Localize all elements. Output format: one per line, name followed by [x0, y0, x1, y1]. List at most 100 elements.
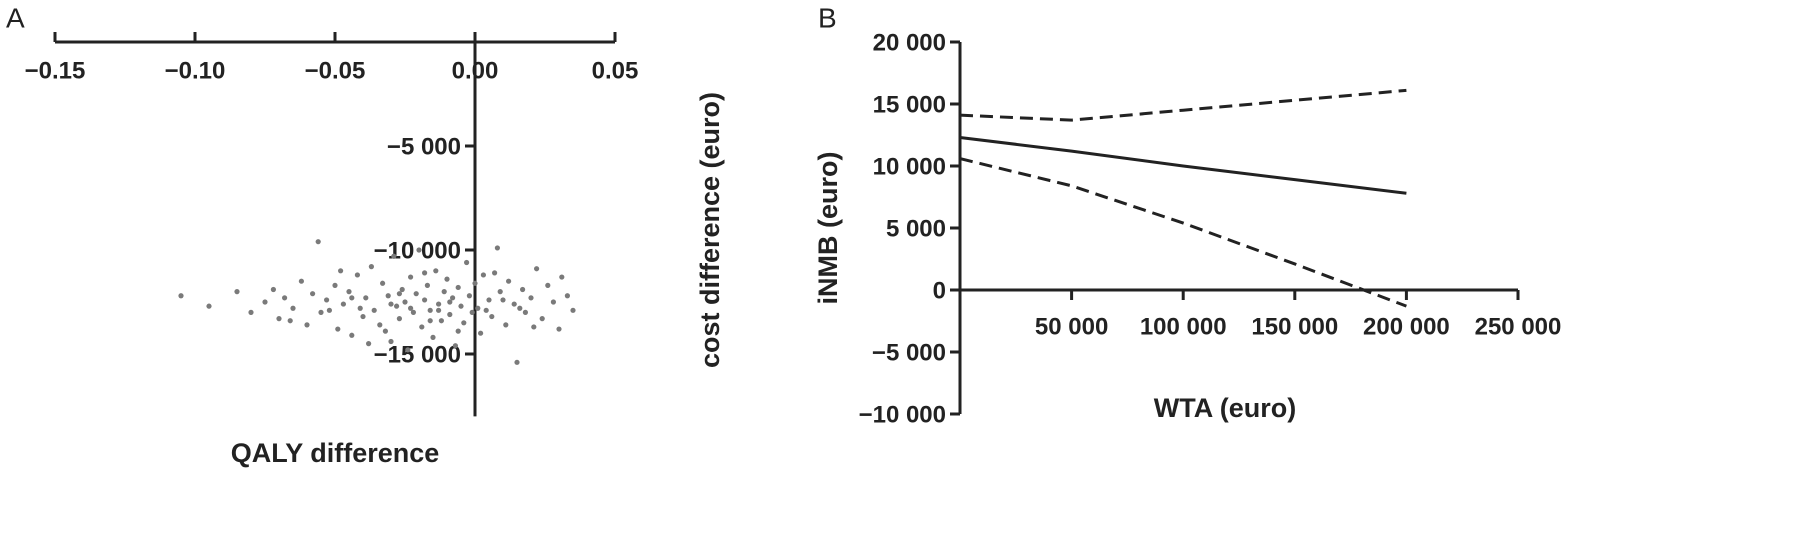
x-tick-label: 0.00 — [452, 57, 499, 84]
x-tick-label: −0.05 — [305, 57, 366, 84]
scatter-point — [483, 307, 489, 313]
scatter-point — [455, 284, 461, 291]
scatter-point — [396, 316, 402, 322]
scatter-point — [545, 282, 551, 288]
scatter-point — [564, 293, 571, 299]
scatter-point — [450, 295, 456, 301]
scatter-point — [472, 280, 478, 286]
line-series — [959, 88, 1407, 122]
y-tick-label: −10 000 — [859, 401, 946, 428]
x-tick-label: −0.10 — [165, 57, 226, 84]
scatter-point — [556, 326, 562, 332]
scatter-point — [366, 341, 372, 347]
panel-label: A — [6, 2, 25, 33]
scatter-point — [416, 247, 422, 253]
y-tick-label: −5 000 — [872, 339, 946, 366]
scatter-point — [380, 280, 386, 286]
y-tick-label: −15 000 — [374, 341, 461, 368]
scatter-point — [349, 295, 355, 301]
scatter-point — [436, 307, 442, 313]
y-axis-title: iNMB (euro) — [813, 152, 843, 305]
scatter-point — [394, 303, 400, 309]
scatter-point — [310, 291, 316, 297]
scatter-point — [276, 316, 282, 322]
scatter-point — [340, 301, 346, 307]
scatter-point — [290, 305, 296, 311]
scatter-point — [270, 286, 276, 293]
scatter-point — [357, 305, 363, 311]
scatter-point — [436, 301, 442, 307]
scatter-point — [287, 318, 293, 324]
x-tick-label: 50 000 — [1035, 313, 1108, 340]
scatter-point — [422, 270, 428, 276]
scatter-point — [354, 272, 360, 278]
scatter-point — [388, 338, 394, 345]
scatter-point — [466, 293, 472, 299]
scatter-point — [503, 322, 509, 328]
scatter-point — [441, 289, 447, 295]
scatter-point — [511, 301, 517, 307]
scatter-point — [489, 313, 495, 320]
scatter-point — [528, 295, 534, 301]
scatter-point — [315, 239, 321, 245]
y-tick-label: 0 — [933, 277, 946, 304]
scatter-point — [497, 289, 503, 295]
y-tick-label: 5 000 — [886, 215, 946, 242]
scatter-point — [410, 309, 416, 315]
scatter-point — [385, 293, 391, 299]
scatter-point — [405, 347, 411, 353]
y-tick-label: 15 000 — [873, 91, 946, 118]
scatter-point — [430, 334, 436, 340]
scatter-point — [332, 282, 338, 288]
y-tick-label: −5 000 — [387, 133, 461, 160]
scatter-point — [349, 332, 355, 338]
x-tick-label: 0.05 — [592, 57, 639, 84]
scatter-point — [326, 307, 332, 313]
y-axis-title: cost difference (euro) — [695, 92, 725, 368]
scatter-point — [447, 299, 453, 305]
scatter-point — [514, 359, 520, 365]
scatter-point — [335, 326, 341, 332]
scatter-point — [550, 299, 557, 305]
x-axis-title: WTA (euro) — [1154, 393, 1296, 423]
x-tick-label: 250 000 — [1475, 313, 1562, 340]
scatter-point — [324, 297, 330, 303]
scatter-point — [464, 259, 470, 266]
scatter-point — [408, 274, 414, 280]
x-tick-label: 200 000 — [1363, 313, 1450, 340]
scatter-point — [452, 343, 458, 349]
scatter-point — [206, 303, 212, 309]
scatter-point — [531, 324, 537, 330]
scatter-point — [427, 307, 433, 313]
y-tick-label: 20 000 — [873, 29, 946, 56]
scatter-point — [377, 322, 383, 328]
scatter-point — [371, 307, 377, 313]
scatter-point — [447, 311, 453, 318]
scatter-point — [391, 253, 397, 259]
scatter-point — [506, 278, 512, 284]
scatter-point — [517, 305, 523, 311]
scatter-point — [438, 318, 444, 324]
scatter-point — [494, 245, 500, 251]
scatter-point — [433, 268, 439, 274]
scatter-point — [570, 307, 576, 313]
scatter-point — [413, 291, 419, 297]
scatter-point — [234, 289, 240, 295]
x-axis-title: QALY difference — [231, 438, 440, 468]
x-tick-label: 150 000 — [1251, 313, 1338, 340]
scatter-point — [346, 289, 352, 295]
scatter-point — [444, 276, 450, 282]
scatter-point — [478, 330, 484, 336]
scatter-point — [419, 324, 425, 330]
scatter-point — [534, 266, 540, 272]
scatter-point — [408, 305, 414, 311]
scatter-point — [486, 297, 492, 303]
scatter-point — [382, 328, 388, 334]
scatter-point — [522, 309, 529, 315]
scatter-point — [368, 264, 374, 270]
panel-label: B — [818, 2, 837, 33]
x-tick-label: 100 000 — [1140, 313, 1227, 340]
scatter-point — [469, 309, 475, 315]
scatter-point — [458, 303, 464, 309]
